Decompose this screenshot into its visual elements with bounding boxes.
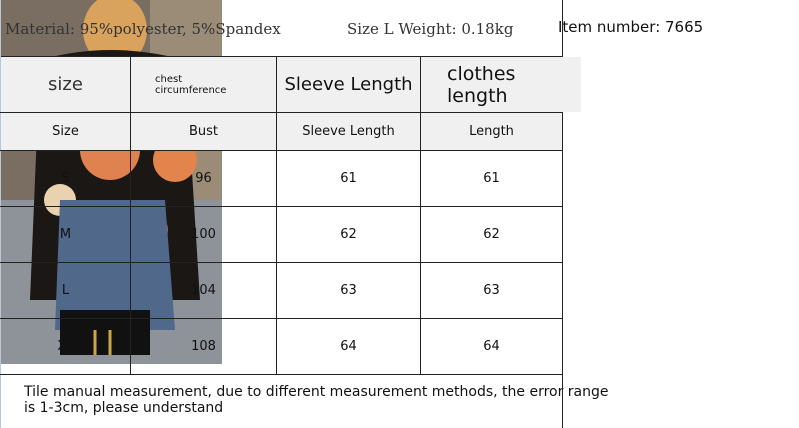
title-sleeve: Sleeve Length [277,57,420,112]
table-row-cell: 62 [340,227,357,242]
table-row-cell: 64 [340,339,357,354]
table-row-cell: 64 [483,339,500,354]
table-row-cell: 61 [483,171,500,186]
title-chest: chest circumference [131,57,276,112]
table-row-cell: 100 [191,227,216,242]
table-row-cell: 104 [191,283,216,298]
title-clothes-length: clothes length [421,57,581,112]
table-row-cell: L [61,283,70,298]
column-header-cell: Length [421,113,562,150]
item-number: Item number: 7665 [558,18,704,36]
title-chest-text: chest circumference [155,73,227,96]
table-row-cell: 63 [483,283,500,298]
column-header-cell: Sleeve Length [277,113,420,150]
measurement-note: Tile manual measurement, due to differen… [24,384,609,416]
table-row-cell: 62 [483,227,500,242]
weight-text: Size L Weight: 0.18kg [347,20,514,38]
table-row-cell: 61 [340,171,357,186]
table-row-cell: 63 [340,283,357,298]
column-header-cell: Bust [131,113,276,150]
column-header-cell: Size [1,113,130,150]
material-text: Material: 95%polyester, 5%Spandex [5,20,281,38]
table-row-cell: XL [57,339,74,354]
title-size: size [1,57,130,112]
table-row-cell: S [61,171,70,186]
table-row-cell: 108 [191,339,216,354]
table-row-cell: M [59,227,72,242]
table-row-cell: 96 [195,171,212,186]
